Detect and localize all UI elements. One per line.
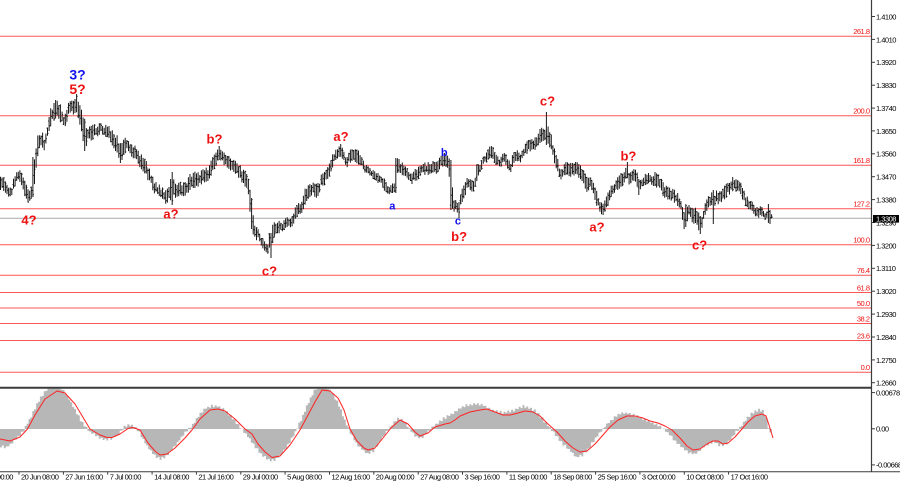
svg-text:17 Oct 16:00: 17 Oct 16:00: [731, 473, 768, 482]
svg-text:29 Jul 00:00: 29 Jul 00:00: [243, 473, 278, 482]
svg-text:c?: c?: [692, 238, 707, 253]
svg-text:a: a: [389, 201, 396, 213]
svg-text:10 Oct 08:00: 10 Oct 08:00: [686, 473, 723, 482]
svg-text:a?: a?: [589, 219, 604, 234]
svg-text:c?: c?: [540, 93, 555, 108]
svg-text:11 Sep 00:00: 11 Sep 00:00: [509, 473, 547, 482]
svg-text:1.3920: 1.3920: [876, 58, 896, 67]
svg-text:a?: a?: [163, 207, 178, 222]
svg-text:1.3110: 1.3110: [876, 264, 896, 273]
svg-text:5 Aug 08:00: 5 Aug 08:00: [287, 473, 322, 482]
svg-text:b: b: [441, 147, 448, 159]
svg-text:1.3020: 1.3020: [876, 287, 896, 296]
svg-text:1.2660: 1.2660: [876, 379, 896, 388]
svg-text:c?: c?: [262, 263, 277, 278]
svg-text:c: c: [455, 215, 461, 227]
svg-text:18 Sep 08:00: 18 Sep 08:00: [553, 473, 592, 482]
svg-text:1.3830: 1.3830: [876, 81, 896, 90]
svg-text:3 Oct 00:00: 3 Oct 00:00: [642, 473, 676, 482]
svg-text:-0.00668: -0.00668: [876, 461, 900, 470]
svg-text:1.4100: 1.4100: [876, 12, 896, 21]
svg-text:a?: a?: [333, 129, 348, 144]
svg-text:1.4010: 1.4010: [876, 35, 896, 44]
svg-text:b?: b?: [207, 131, 223, 146]
svg-text:23.6: 23.6: [857, 331, 870, 340]
svg-text:3?: 3?: [69, 67, 85, 83]
svg-text:0.00678: 0.00678: [876, 388, 900, 397]
svg-text:0.00: 0.00: [876, 425, 889, 434]
svg-text:3 Sep 16:00: 3 Sep 16:00: [465, 473, 500, 482]
svg-text:14 Jul 08:00: 14 Jul 08:00: [154, 473, 189, 482]
svg-text:261.8: 261.8: [853, 27, 870, 36]
svg-text:100.0: 100.0: [853, 236, 870, 245]
svg-text:7 Jul 00:00: 7 Jul 00:00: [110, 473, 142, 482]
svg-text:0.0: 0.0: [861, 363, 870, 372]
svg-text:1.3290: 1.3290: [876, 218, 896, 227]
svg-text:50.0: 50.0: [857, 299, 870, 308]
svg-text:1.3380: 1.3380: [876, 196, 896, 205]
svg-text:20 Aug 00:00: 20 Aug 00:00: [376, 473, 415, 482]
svg-text:1.3200: 1.3200: [876, 241, 896, 250]
svg-text:38.2: 38.2: [857, 314, 870, 323]
svg-text:5?: 5?: [69, 81, 85, 97]
svg-text:1.3308: 1.3308: [876, 214, 896, 223]
svg-text:1.2930: 1.2930: [876, 310, 896, 319]
svg-text:1.2750: 1.2750: [876, 356, 896, 365]
svg-text:12 Jun 00:00: 12 Jun 00:00: [0, 473, 13, 482]
svg-text:1.2840: 1.2840: [876, 333, 896, 342]
svg-text:161.8: 161.8: [853, 156, 870, 165]
svg-text:12 Aug 16:00: 12 Aug 16:00: [332, 473, 371, 482]
svg-text:27 Jun 16:00: 27 Jun 16:00: [65, 473, 103, 482]
svg-text:21 Jul 16:00: 21 Jul 16:00: [198, 473, 233, 482]
svg-text:1.3650: 1.3650: [876, 127, 896, 136]
svg-text:200.0: 200.0: [853, 107, 870, 116]
svg-text:1.3560: 1.3560: [876, 150, 896, 159]
svg-text:27 Aug 08:00: 27 Aug 08:00: [420, 473, 459, 482]
svg-text:61.8: 61.8: [857, 283, 870, 292]
svg-text:1.3740: 1.3740: [876, 104, 896, 113]
svg-text:b?: b?: [451, 229, 467, 244]
svg-text:4?: 4?: [21, 212, 36, 227]
svg-text:b?: b?: [620, 148, 636, 163]
svg-text:1.3470: 1.3470: [876, 173, 896, 182]
svg-text:127.2: 127.2: [853, 200, 870, 209]
svg-text:76.4: 76.4: [857, 266, 870, 275]
svg-text:20 Jun 08:00: 20 Jun 08:00: [21, 473, 59, 482]
svg-text:25 Sep 16:00: 25 Sep 16:00: [598, 473, 637, 482]
